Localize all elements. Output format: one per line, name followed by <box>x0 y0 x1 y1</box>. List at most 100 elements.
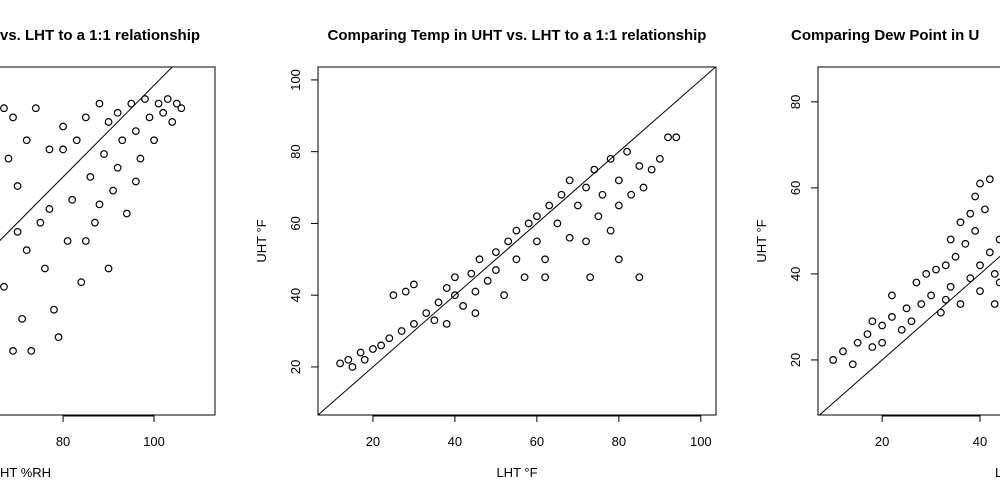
point <box>91 218 99 227</box>
x-axis-label: HT %RH <box>0 465 51 480</box>
point <box>907 317 916 326</box>
point <box>159 108 168 117</box>
point <box>961 239 970 248</box>
point <box>888 291 896 300</box>
x-tick-label: 60 <box>530 434 544 449</box>
y-tick-label: 20 <box>788 353 803 367</box>
point <box>9 346 17 355</box>
point <box>141 95 149 103</box>
x-tick-label: 20 <box>875 434 889 449</box>
point <box>614 176 623 185</box>
point <box>878 338 887 347</box>
point <box>655 154 664 163</box>
point <box>500 291 508 300</box>
point <box>639 183 648 192</box>
x-tick-label: 20 <box>366 434 380 449</box>
point <box>971 226 980 235</box>
point <box>422 309 431 318</box>
point <box>936 308 945 317</box>
point <box>40 264 49 273</box>
point <box>0 282 8 291</box>
point <box>532 237 541 246</box>
point <box>941 261 950 270</box>
point <box>868 317 877 326</box>
y-tick-label: 80 <box>288 144 303 158</box>
point <box>4 154 13 163</box>
point <box>541 273 549 282</box>
point <box>829 356 838 364</box>
point <box>888 313 896 321</box>
point <box>430 316 439 325</box>
point <box>377 341 386 350</box>
point <box>553 219 562 228</box>
point <box>397 327 406 335</box>
point <box>451 291 459 300</box>
point <box>623 147 631 156</box>
point <box>868 343 877 351</box>
point <box>389 291 398 300</box>
point <box>590 165 599 174</box>
point <box>22 136 31 145</box>
point <box>9 113 17 122</box>
point <box>520 273 529 282</box>
point <box>483 276 492 285</box>
point <box>976 261 984 270</box>
y-tick-label: 100 <box>288 69 303 91</box>
point <box>13 227 22 236</box>
point <box>917 300 926 308</box>
point <box>586 273 595 282</box>
point <box>59 145 67 154</box>
point <box>956 218 965 227</box>
x-axis-label: L <box>995 465 1000 480</box>
point <box>956 300 965 308</box>
point <box>442 284 451 292</box>
point <box>348 363 357 371</box>
point <box>401 287 410 296</box>
x-tick-label: 40 <box>973 434 987 449</box>
point <box>971 192 980 201</box>
point <box>995 278 1000 287</box>
point <box>45 205 54 213</box>
point <box>118 136 127 145</box>
point <box>927 291 935 300</box>
point <box>995 235 1000 244</box>
point <box>172 99 181 108</box>
point <box>941 295 950 304</box>
y-tick-label: 20 <box>288 360 303 374</box>
point <box>532 212 541 221</box>
point <box>863 330 872 339</box>
plot-area <box>318 67 716 415</box>
point <box>922 270 931 278</box>
point <box>912 278 921 287</box>
point <box>512 255 521 264</box>
point <box>145 113 154 122</box>
identity-line <box>318 67 716 415</box>
point <box>113 108 122 117</box>
point <box>45 145 54 154</box>
point <box>13 182 22 190</box>
x-tick-label: 80 <box>56 434 70 449</box>
point <box>565 233 574 242</box>
point <box>878 321 887 330</box>
point <box>614 255 623 264</box>
point <box>976 287 984 296</box>
panel: Comparing Temp in UHT vs. LHT to a 1:1 r… <box>254 27 717 480</box>
point <box>504 237 513 246</box>
point <box>932 265 940 274</box>
point <box>336 359 345 368</box>
y-tick-label: 60 <box>288 216 303 230</box>
point <box>150 136 158 145</box>
point <box>18 314 27 323</box>
point <box>36 218 45 227</box>
x-tick-label: 40 <box>448 434 462 449</box>
plot-box <box>317 66 717 416</box>
point <box>664 133 672 142</box>
point <box>467 269 476 278</box>
point <box>606 226 615 235</box>
point <box>344 355 353 364</box>
y-axis-label: UHT °F <box>754 219 769 262</box>
point <box>154 99 163 108</box>
panel-title: Comparing Temp in UHT vs. LHT to a 1:1 r… <box>328 27 707 44</box>
point <box>356 348 365 357</box>
x-tick-label: 100 <box>690 434 712 449</box>
